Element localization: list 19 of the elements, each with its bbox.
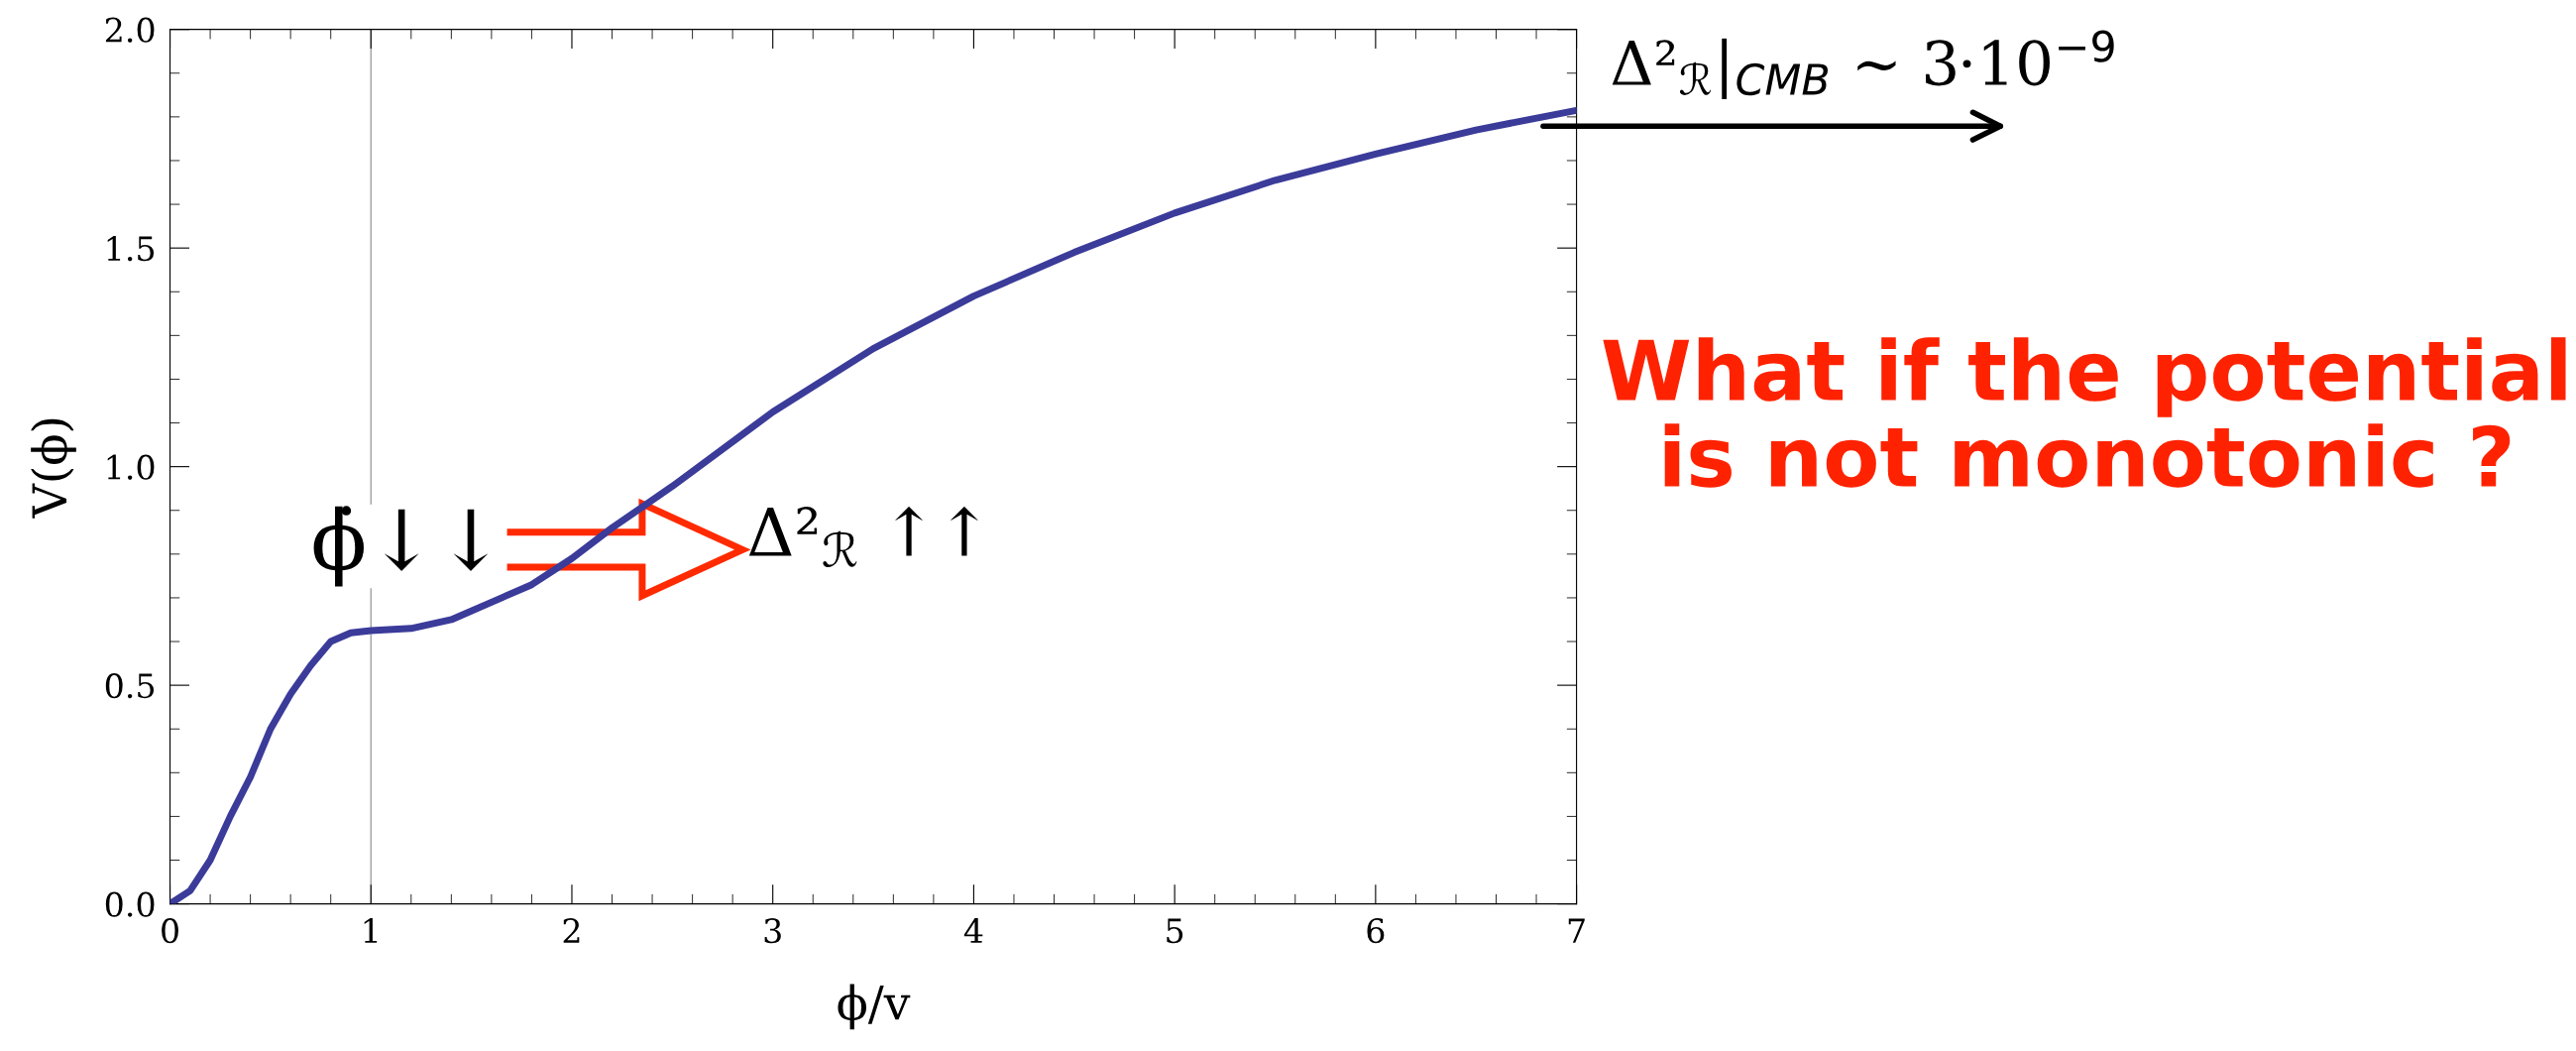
text: Δ²$_{ℛ}$|$_{CMB}$ ∼ 3·10$^{−9}$ xyxy=(1612,30,2114,99)
y-tick-label: 1.5 xyxy=(107,236,155,262)
x-tick-label: 0 xyxy=(162,918,178,944)
annotation: Δ²$_{ℛ}$ ↑↑ xyxy=(748,506,978,567)
y-tick-label: 0.5 xyxy=(105,673,155,699)
y-tick-label: 2.0 xyxy=(105,17,155,43)
x-tick-label: 4 xyxy=(963,918,983,943)
y-tick-label: 0.0 xyxy=(105,891,155,917)
x-tick-label: 7 xyxy=(1568,918,1585,943)
y-axis-title: V(ϕ) xyxy=(31,418,76,519)
x-axis-title: ϕ/v xyxy=(838,984,911,1030)
annotation: ϕ̇↓↓ xyxy=(313,506,488,587)
x-tick-label: 6 xyxy=(1367,918,1385,944)
x-tick-label: 1 xyxy=(364,918,378,943)
x-tick-label: 3 xyxy=(764,918,781,944)
text: What if the potential is not monotonic ? xyxy=(1603,337,2566,488)
x-tick-label: 5 xyxy=(1167,918,1183,944)
x-tick-label: 2 xyxy=(563,918,580,943)
y-tick-label: 1.0 xyxy=(107,454,155,480)
